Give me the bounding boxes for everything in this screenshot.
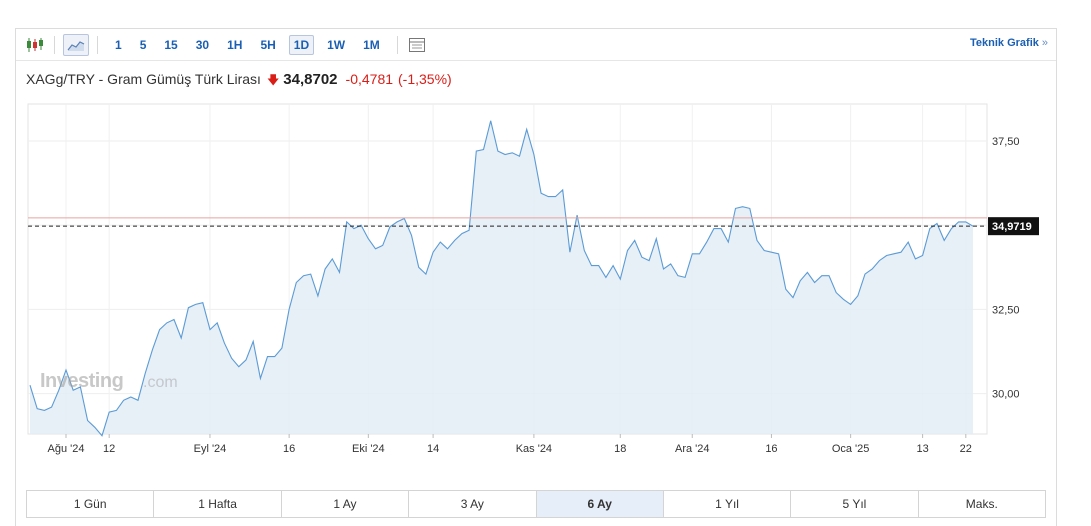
x-tick-label: Kas '24 [516, 443, 552, 455]
x-tick-label: Eki '24 [352, 443, 385, 455]
chart-toolbar: 1 5 15 30 1H 5H 1D 1W 1M Teknik Grafik» [16, 29, 1056, 61]
price-area [30, 120, 973, 436]
interval-15[interactable]: 15 [164, 37, 178, 52]
interval-5h[interactable]: 5H [260, 37, 276, 52]
table-icon[interactable] [406, 35, 428, 55]
price-change: -0,4781 [345, 71, 394, 87]
last-value-label: 34,9719 [992, 221, 1032, 233]
technical-chart-link[interactable]: Teknik Grafik» [970, 37, 1048, 49]
x-tick-label: Ağu '24 [48, 443, 85, 455]
x-tick-label: 14 [427, 443, 439, 455]
range-button[interactable]: 1 Hafta [154, 491, 282, 517]
price-chart[interactable]: Investing .com 30,00 32,50 37,50 34,9719 Ağu '… [0, 0, 1091, 470]
y-tick-label: 32,50 [992, 304, 1020, 316]
price-line [29, 120, 974, 437]
x-tick-label: 16 [765, 443, 777, 455]
interval-selector: 1 5 15 30 1H 5H 1D 1W 1M [106, 34, 389, 55]
double-chevron-icon: » [1041, 37, 1048, 49]
instrument-header: XAGg/TRY - Gram Gümüş Türk Lirası 🡇 34,8… [26, 71, 452, 92]
toolbar-divider [97, 35, 98, 54]
range-button[interactable]: Maks. [965, 497, 998, 511]
x-tick-label: 18 [614, 443, 626, 455]
interval-1[interactable]: 1 [115, 37, 122, 52]
x-tick-label: Ara '24 [675, 443, 710, 455]
x-tick-label: Oca '25 [832, 443, 870, 455]
range-button[interactable]: 6 Ay [536, 491, 664, 517]
x-tick-label: 12 [103, 443, 115, 455]
x-tick-label: Eyl '24 [194, 443, 227, 455]
interval-1h[interactable]: 1H [227, 37, 243, 52]
range-button[interactable]: 1 Ay [282, 491, 410, 517]
range-button[interactable]: 5 Yıl [791, 491, 919, 517]
x-tick-label: 22 [960, 443, 972, 455]
investing-watermark: Investing [40, 370, 123, 392]
interval-1d[interactable]: 1D [288, 34, 315, 55]
x-tick-label: 13 [916, 443, 928, 455]
toolbar-divider [54, 35, 55, 54]
instrument-name: XAGg/TRY - Gram Gümüş Türk Lirası [26, 71, 261, 87]
candlestick-icon[interactable] [24, 35, 46, 55]
interval-30[interactable]: 30 [195, 37, 210, 52]
last-price: 34,8702 [283, 71, 338, 88]
chart-widget: 1 5 15 30 1H 5H 1D 1W 1M Teknik Grafik» XAGg/TRY… [15, 28, 1057, 526]
last-value-badge [988, 217, 1039, 236]
interval-1m[interactable]: 1M [363, 37, 380, 52]
range-button[interactable]: 1 Yıl [664, 491, 792, 517]
y-tick-label: 37,50 [992, 136, 1020, 148]
area-chart-icon[interactable] [63, 33, 89, 56]
x-tick-label: 16 [283, 443, 295, 455]
interval-1w[interactable]: 1W [327, 37, 346, 52]
range-selector: 1 Gün 1 Hafta 1 Ay 3 Ay 6 Ay 1 Yıl 5 Yıl Maks. [26, 490, 1046, 518]
investing-watermark-suffix: .com [143, 374, 178, 391]
price-change-percent: (-1,35%) [398, 71, 452, 87]
interval-5[interactable]: 5 [139, 37, 147, 52]
technical-chart-label: Teknik Grafik [969, 37, 1039, 49]
range-button[interactable]: 3 Ay [409, 491, 537, 517]
toolbar-divider [396, 35, 398, 54]
down-arrow-icon: 🡇 [266, 73, 280, 87]
y-tick-label: 30,00 [992, 389, 1020, 401]
range-button[interactable]: 1 Gün [27, 491, 155, 517]
